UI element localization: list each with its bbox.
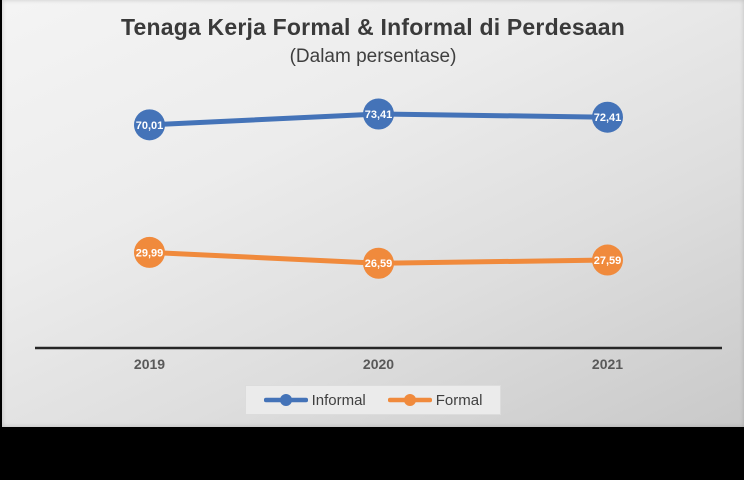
chart-legend: Informal Formal: [2, 385, 744, 415]
legend-item-informal: Informal: [263, 391, 366, 409]
data-point-label-informal: 70,01: [136, 120, 164, 132]
data-point-label-formal: 29,99: [136, 247, 164, 259]
data-point-marker-informal: [592, 101, 623, 133]
data-point-label-formal: 26,59: [365, 258, 393, 270]
chart-canvas: 2019 2020 2021 70,01 73,41 72,41 29,99 26,59 27,…: [35, 98, 722, 372]
legend-label-informal: Informal: [311, 391, 366, 409]
data-point-marker-informal: [134, 109, 165, 141]
chart-subtitle: (Dalam persentase): [289, 46, 457, 67]
x-axis-tick-label: 2020: [363, 356, 394, 372]
data-point-label-formal: 27,59: [594, 255, 622, 267]
x-axis-tick-label: 2021: [592, 356, 623, 372]
x-axis-tick-label: 2019: [134, 356, 165, 372]
data-point-marker-informal: [363, 98, 394, 130]
legend-marker-formal: [387, 394, 432, 406]
data-point-label-informal: 73,41: [365, 109, 393, 121]
legend-label-formal: Formal: [435, 391, 483, 409]
legend-item-formal: Formal: [387, 391, 483, 409]
data-point-marker-formal: [592, 244, 623, 276]
data-point-marker-formal: [134, 236, 165, 268]
legend-marker-informal: [263, 394, 308, 406]
slide: Tenaga Kerja Formal & Informal di Perdes…: [2, 0, 744, 427]
chart-title: Tenaga Kerja Formal & Informal di Perdes…: [120, 14, 626, 40]
data-point-marker-formal: [363, 247, 394, 279]
legend-box: Informal Formal: [244, 385, 502, 415]
data-point-label-informal: 72,41: [594, 112, 622, 124]
